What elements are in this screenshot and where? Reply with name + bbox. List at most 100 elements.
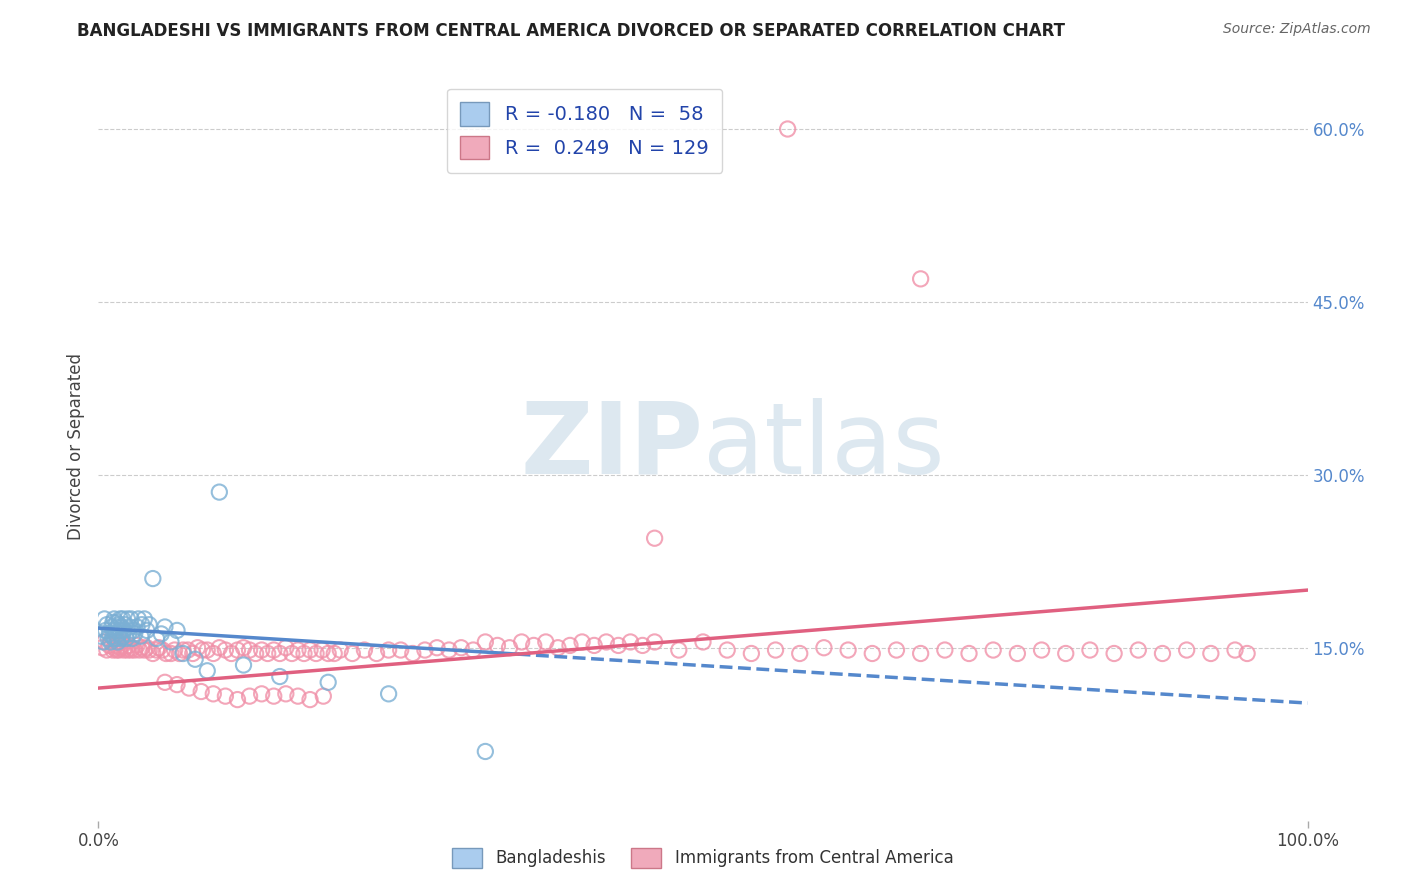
Point — [437, 643, 460, 657]
Point — [910, 272, 932, 286]
Point — [776, 122, 799, 136]
Point — [172, 647, 194, 661]
Point — [1128, 643, 1150, 657]
Point — [181, 647, 204, 661]
Point — [232, 640, 254, 655]
Point — [1078, 643, 1101, 657]
Point — [115, 632, 138, 646]
Point — [510, 635, 533, 649]
Point — [607, 639, 630, 653]
Point — [558, 639, 581, 653]
Point — [138, 617, 160, 632]
Point — [886, 643, 908, 657]
Point — [117, 643, 139, 657]
Point — [107, 635, 129, 649]
Point — [1054, 647, 1077, 661]
Point — [619, 635, 641, 649]
Point — [152, 643, 174, 657]
Point — [214, 689, 236, 703]
Point — [226, 643, 249, 657]
Point — [716, 643, 738, 657]
Point — [177, 643, 200, 657]
Point — [100, 635, 122, 649]
Point — [377, 643, 399, 657]
Point — [191, 643, 214, 657]
Point — [135, 624, 157, 638]
Point — [142, 572, 165, 586]
Point — [323, 647, 346, 661]
Legend: Bangladeshis, Immigrants from Central America: Bangladeshis, Immigrants from Central Am… — [446, 841, 960, 875]
Point — [129, 629, 152, 643]
Point — [108, 627, 131, 641]
Point — [121, 632, 143, 646]
Point — [108, 612, 131, 626]
Point — [103, 632, 125, 646]
Point — [463, 643, 485, 657]
Point — [98, 639, 121, 653]
Point — [644, 531, 666, 545]
Point — [166, 624, 188, 638]
Text: ZIP: ZIP — [520, 398, 703, 494]
Point — [583, 639, 606, 653]
Point — [450, 640, 472, 655]
Point — [145, 632, 167, 646]
Point — [250, 687, 273, 701]
Point — [160, 647, 183, 661]
Point — [187, 640, 209, 655]
Point — [486, 639, 509, 653]
Point — [474, 635, 496, 649]
Point — [179, 681, 201, 695]
Point — [107, 635, 129, 649]
Point — [98, 627, 121, 641]
Point — [316, 675, 339, 690]
Point — [910, 647, 932, 661]
Point — [287, 689, 309, 703]
Point — [118, 627, 141, 641]
Point — [299, 692, 322, 706]
Point — [214, 643, 236, 657]
Text: atlas: atlas — [703, 398, 945, 494]
Point — [110, 635, 132, 649]
Point — [316, 647, 339, 661]
Point — [1223, 643, 1246, 657]
Point — [101, 629, 124, 643]
Point — [595, 635, 617, 649]
Point — [221, 647, 243, 661]
Point — [169, 647, 191, 661]
Point — [256, 647, 278, 661]
Point — [534, 635, 557, 649]
Point — [195, 643, 218, 657]
Point — [498, 640, 520, 655]
Point — [104, 624, 127, 638]
Point — [105, 632, 128, 646]
Point — [402, 647, 425, 661]
Point — [91, 640, 114, 655]
Point — [740, 647, 762, 661]
Point — [305, 647, 328, 661]
Point — [474, 744, 496, 758]
Point — [287, 643, 309, 657]
Point — [1236, 647, 1258, 661]
Point — [103, 640, 125, 655]
Point — [124, 643, 146, 657]
Text: BANGLADESHI VS IMMIGRANTS FROM CENTRAL AMERICA DIVORCED OR SEPARATED CORRELATION: BANGLADESHI VS IMMIGRANTS FROM CENTRAL A… — [77, 22, 1066, 40]
Point — [571, 635, 593, 649]
Point — [145, 643, 167, 657]
Point — [155, 647, 177, 661]
Point — [112, 643, 135, 657]
Point — [269, 647, 291, 661]
Point — [100, 635, 122, 649]
Point — [1102, 647, 1125, 661]
Point — [103, 612, 125, 626]
Point — [134, 643, 156, 657]
Point — [353, 643, 375, 657]
Point — [232, 658, 254, 673]
Point — [981, 643, 1004, 657]
Point — [114, 640, 136, 655]
Point — [668, 643, 690, 657]
Point — [299, 643, 322, 657]
Point — [837, 643, 859, 657]
Point — [166, 678, 188, 692]
Point — [108, 643, 131, 657]
Point — [208, 485, 231, 500]
